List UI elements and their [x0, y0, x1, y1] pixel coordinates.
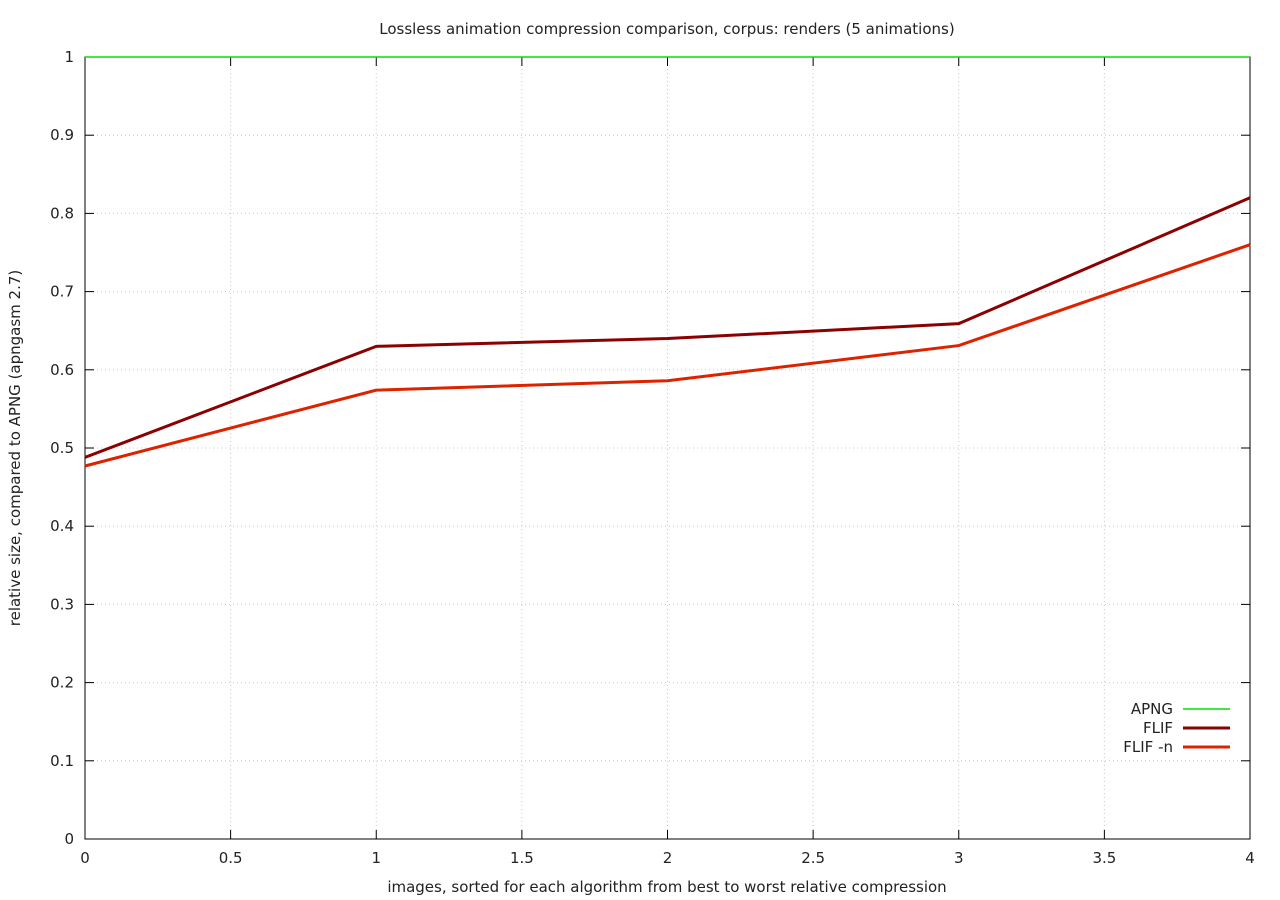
x-tick-label: 3.5 [1092, 849, 1116, 867]
legend-label-apng: APNG [1131, 700, 1173, 718]
tick-labels: 0 0.5 1 1.5 2 2.5 3 3.5 4 0 0.1 0.2 0.3 0.4 0.5 0.6 0.7 0… [50, 48, 1255, 867]
x-tick-label: 1.5 [510, 849, 534, 867]
x-tick-label: 2 [663, 849, 673, 867]
legend-label-flif-n: FLIF -n [1123, 738, 1173, 756]
x-tick-label: 0.5 [219, 849, 243, 867]
y-tick-label: 0.8 [50, 204, 74, 222]
y-tick-label: 0.6 [50, 361, 74, 379]
y-axis-label: relative size, compared to APNG (apngasm… [6, 270, 24, 627]
x-tick-label: 0 [80, 849, 90, 867]
y-tick-label: 0.4 [50, 517, 74, 535]
y-tick-label: 0.5 [50, 439, 74, 457]
y-tick-label: 0 [64, 830, 74, 848]
series-line-flif [84, 196, 1251, 459]
y-tick-label: 0.3 [50, 595, 74, 613]
y-tick-label: 0.2 [50, 674, 74, 692]
x-tick-label: 2.5 [801, 849, 825, 867]
grid [85, 57, 1250, 839]
y-tick-label: 0.1 [50, 752, 74, 770]
chart-title: Lossless animation compression compariso… [379, 20, 954, 38]
legend-label-flif: FLIF [1143, 719, 1173, 737]
x-tick-label: 1 [371, 849, 381, 867]
x-tick-label: 3 [954, 849, 964, 867]
x-tick-label: 4 [1245, 849, 1255, 867]
axis-ticks [84, 56, 1251, 840]
y-tick-label: 1 [64, 48, 74, 66]
x-axis-label: images, sorted for each algorithm from b… [387, 878, 946, 896]
y-tick-label: 0.9 [50, 126, 74, 144]
series-lines [84, 56, 1251, 468]
series-line-flif-n [84, 243, 1251, 468]
y-tick-label: 0.7 [50, 283, 74, 301]
